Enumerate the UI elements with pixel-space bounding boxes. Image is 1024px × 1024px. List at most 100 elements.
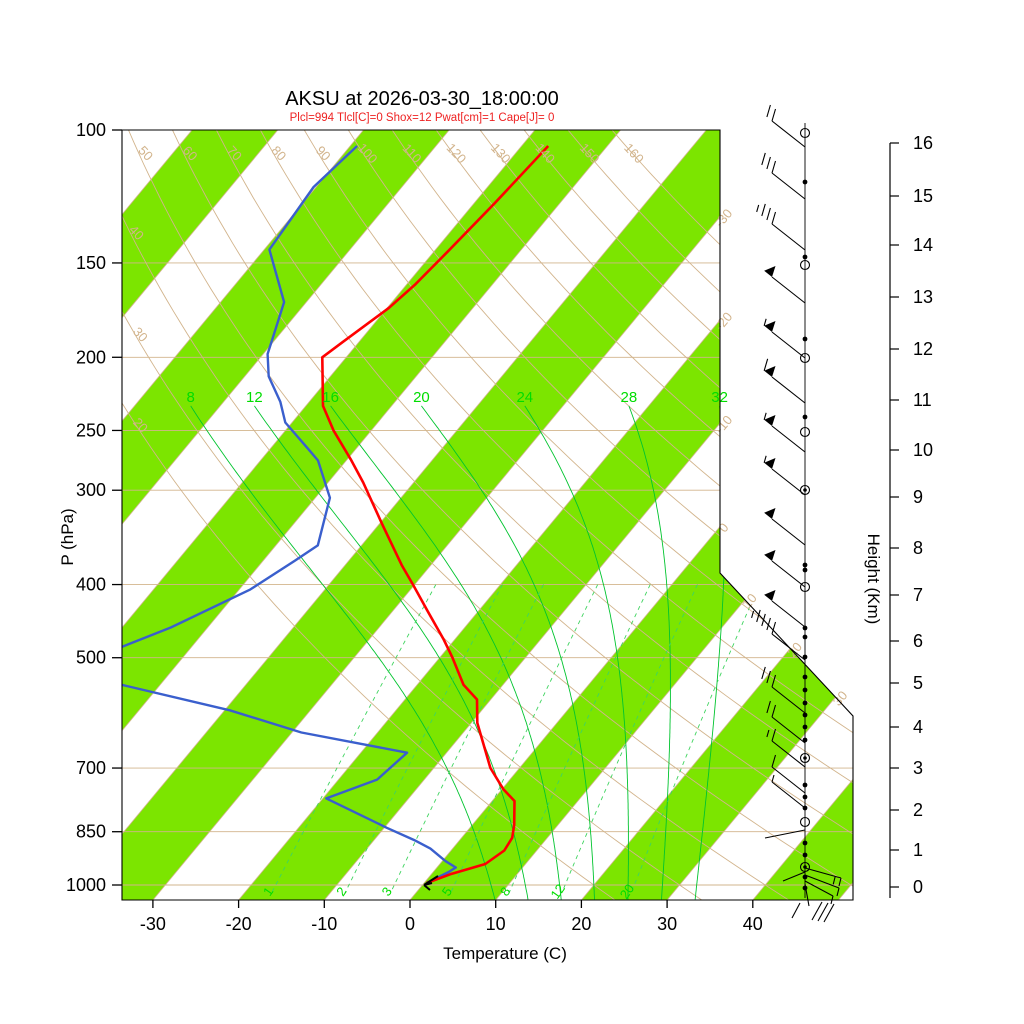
wind-barb <box>771 120 806 148</box>
pressure-tick-label: 250 <box>76 420 106 440</box>
sounding-curves <box>122 145 550 891</box>
dry-adiabat-label: 30 <box>130 324 151 345</box>
pressure-tick-label: 700 <box>76 758 106 778</box>
staff-dot <box>802 840 808 846</box>
surface-wind-slash <box>791 902 801 919</box>
wind-barb <box>771 686 806 714</box>
wind-barb <box>771 223 806 251</box>
wind-barb <box>771 781 806 809</box>
surface-wind-slash <box>823 903 835 923</box>
mixing-ratio-label: 2 <box>333 884 349 899</box>
moist-adiabat-label: 16 <box>322 389 339 406</box>
wind-barb <box>771 518 806 546</box>
dry-adiabat-label: 50 <box>135 143 156 164</box>
dry-adiabat-label: 120 <box>444 140 470 166</box>
height-tick-label: 8 <box>913 538 923 558</box>
isotherm-lines <box>122 130 853 900</box>
surface-wind-barb <box>782 871 806 882</box>
moist-adiabats <box>190 405 726 900</box>
staff-dot <box>802 567 808 573</box>
wind-barb <box>771 172 806 200</box>
height-tick-label: 2 <box>913 800 923 820</box>
staff-dot <box>802 179 808 185</box>
moist-adiabat-label: 24 <box>516 389 533 406</box>
height-tick-label: 9 <box>913 487 923 507</box>
staff-circled-dot <box>803 756 807 760</box>
height-tick-label: 7 <box>913 585 923 605</box>
height-tick-label: 10 <box>913 440 933 460</box>
pressure-tick-label: 400 <box>76 575 106 595</box>
moist-adiabat-label: 20 <box>413 389 430 406</box>
wind-barb <box>771 376 806 404</box>
wind-barb <box>771 425 806 453</box>
isotherm-band <box>0 130 106 900</box>
dry-adiabat-label: 90 <box>313 143 334 164</box>
moist-adiabat-label: 12 <box>246 389 263 406</box>
pressure-axis-label: P (hPa) <box>58 508 77 566</box>
surface-wind-barb <box>804 883 810 907</box>
mixing-ratio-lines <box>271 584 760 894</box>
wind-barb <box>771 331 806 359</box>
dry-adiabat-label: 160 <box>621 140 647 166</box>
height-axis-label: Height (Km) <box>864 533 883 625</box>
height-tick-label: 6 <box>913 631 923 651</box>
staff-circle <box>799 352 811 364</box>
temperature-tick-label: 20 <box>571 914 591 934</box>
moist-adiabat-label: 28 <box>621 389 638 406</box>
staff-dot <box>802 336 808 342</box>
isotherm-band <box>122 130 450 900</box>
temperature-curve <box>321 145 550 885</box>
wind-barb <box>771 766 806 794</box>
height-tick-label: 1 <box>913 840 923 860</box>
temperature-tick-label: 0 <box>405 914 415 934</box>
staff-dot <box>802 562 808 568</box>
height-tick-label: 12 <box>913 339 933 359</box>
mixing-ratio-label: 3 <box>379 884 395 899</box>
staff-dot <box>802 737 808 743</box>
staff-circle <box>799 127 811 139</box>
staff-dot <box>802 852 808 858</box>
pressure-tick-label: 100 <box>76 120 106 140</box>
isotherm-band <box>581 130 853 900</box>
page-title: AKSU at 2026-03-30_18:00:00 <box>285 88 559 110</box>
pressure-tick-label: 500 <box>76 648 106 668</box>
staff-dot <box>802 712 808 718</box>
plot-frame <box>121 129 854 901</box>
mixing-ratio-label: 12 <box>547 881 568 901</box>
temperature-tick-label: 30 <box>657 914 677 934</box>
pressure-tick-label: 850 <box>76 822 106 842</box>
staff-dot <box>802 634 808 640</box>
height-tick-label: 11 <box>913 390 932 410</box>
staff-dot <box>802 414 808 420</box>
isotherm-edge-label: 30 <box>830 688 851 709</box>
surface-wind-barb <box>804 867 842 879</box>
staff-dot <box>802 674 808 680</box>
temperature-tick-label: -10 <box>311 914 337 934</box>
staff-circle <box>799 581 811 593</box>
staff-dot <box>802 625 808 631</box>
pressure-tick-label: 1000 <box>66 875 106 895</box>
wind-barb <box>771 468 806 496</box>
staff-circle <box>799 816 811 828</box>
surface-wind-barb <box>804 874 840 889</box>
temperature-tick-label: -30 <box>140 914 166 934</box>
isotherm-edge-label: 10 <box>739 591 760 612</box>
wind-barb <box>771 633 806 661</box>
height-tick-label: 16 <box>913 133 933 153</box>
temperature-tick-label: 40 <box>743 914 763 934</box>
dry-adiabat-label: 80 <box>268 143 289 164</box>
staff-dot <box>802 724 808 730</box>
height-tick-label: 5 <box>913 673 923 693</box>
isotherm-band <box>122 130 621 900</box>
surface-wind-slash <box>817 902 829 922</box>
surface-wind-barb <box>764 829 806 839</box>
staff-dot <box>802 782 808 788</box>
height-tick-label: 0 <box>913 877 923 897</box>
temperature-axis-label: Temperature (C) <box>443 944 567 963</box>
wind-barb <box>771 560 806 588</box>
indices-annotation: Plcl=994 Tlcl[C]=0 Shox=12 Pwat[cm]=1 Ca… <box>289 112 555 124</box>
wind-barb-column <box>751 104 842 923</box>
staff-circle <box>799 259 811 271</box>
wind-barb <box>771 276 806 304</box>
